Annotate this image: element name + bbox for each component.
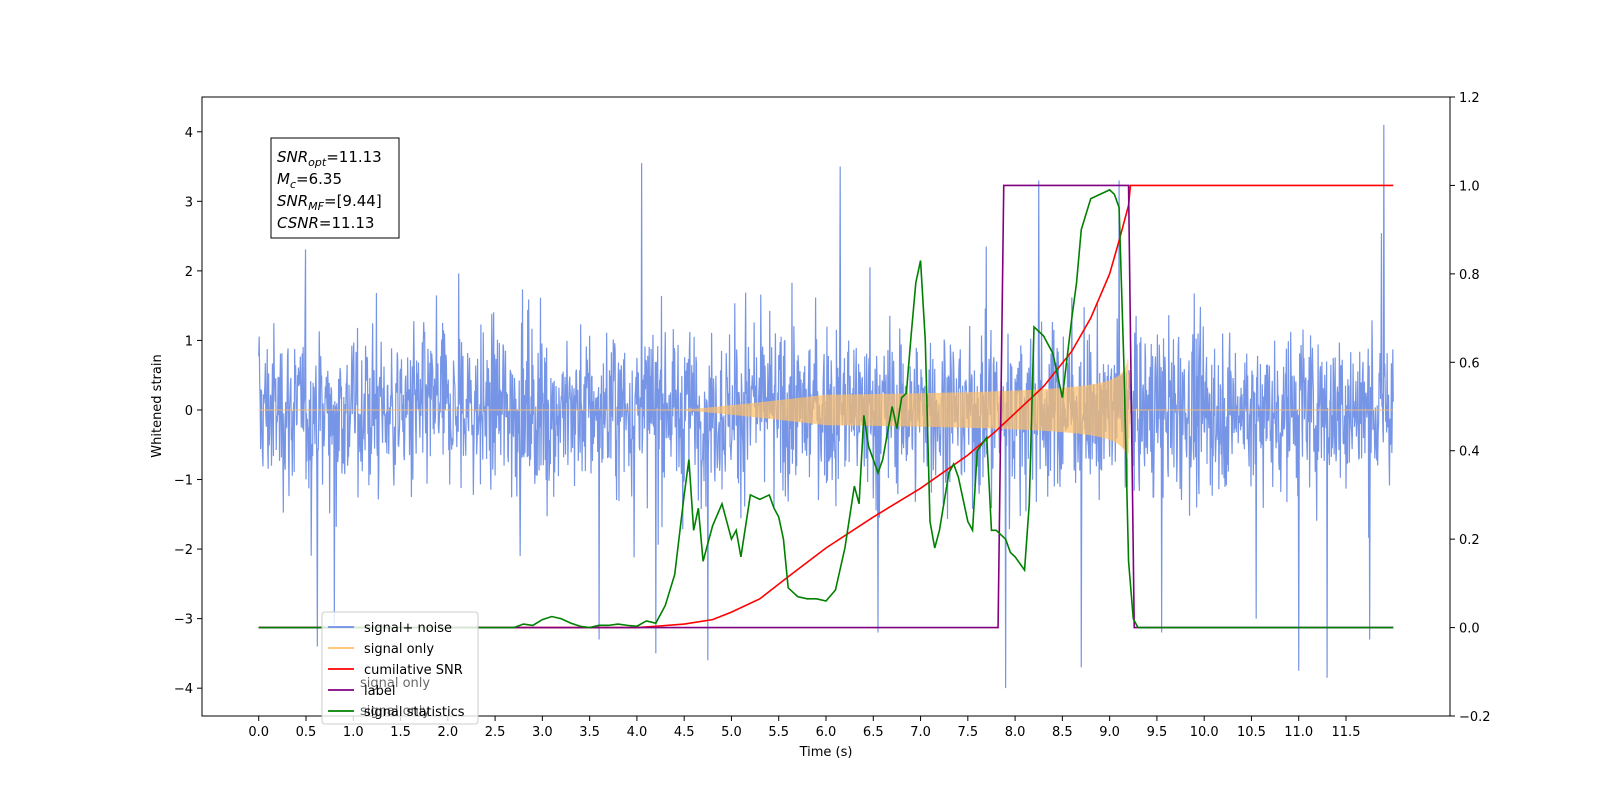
y-axis-left: −4 −3 −2 −1 0 1 2 3 4 [174, 126, 202, 697]
y-tick-label: 1 [185, 334, 193, 349]
legend-label: signal statistics [364, 705, 465, 720]
y2-tick-label: 1.0 [1459, 179, 1480, 194]
x-tick-label: 1.5 [390, 725, 411, 740]
annotation-line: SNRopt=11.13 [277, 148, 382, 169]
x-tick-label: 6.5 [863, 725, 884, 740]
y2-tick-label: 1.2 [1459, 91, 1480, 106]
x-tick-label: 5.0 [721, 725, 742, 740]
legend-label: label [364, 684, 395, 699]
x-tick-label: 1.0 [343, 725, 364, 740]
x-tick-label: 3.0 [532, 725, 553, 740]
annotation-line: SNRMF=[9.44] [277, 192, 382, 213]
x-tick-label: 10.5 [1237, 725, 1266, 740]
x-tick-label: 0.5 [296, 725, 317, 740]
legend-frame [321, 611, 479, 725]
x-axis-label: Time (s) [799, 745, 853, 760]
x-tick-label: 2.0 [437, 725, 458, 740]
annotation-line: Mc=6.35 [277, 170, 342, 191]
y-tick-label: −2 [174, 543, 193, 558]
series-signal-only [258, 359, 1394, 459]
x-tick-label: 4.5 [674, 725, 695, 740]
legend-hidden-text: signal only [360, 676, 430, 691]
legend-label: cumilative SNR [364, 663, 463, 678]
x-tick-label: 8.0 [1005, 725, 1026, 740]
y-tick-label: 2 [185, 265, 193, 280]
series-signal-statistics [258, 188, 1394, 629]
y2-tick-label: 0.6 [1459, 356, 1480, 371]
x-tick-label: 9.0 [1099, 725, 1120, 740]
x-tick-label: 4.0 [627, 725, 648, 740]
x-axis: 0.0 0.5 1.0 1.5 2.0 2.5 3.0 3.5 4.0 4.5 5.0 5.5 6.0 6… [248, 716, 1360, 740]
y-tick-label: −3 [174, 613, 193, 628]
legend-hidden-text: signal only [360, 704, 430, 719]
x-tick-label: 8.5 [1052, 725, 1073, 740]
x-tick-label: 7.5 [957, 725, 978, 740]
x-tick-label: 9.5 [1147, 725, 1168, 740]
x-tick-label: 11.5 [1332, 725, 1361, 740]
x-tick-label: 7.0 [910, 725, 931, 740]
x-tick-label: 0.0 [248, 725, 269, 740]
y-axis-label: Whitened strain [150, 354, 165, 457]
y2-tick-label: −0.2 [1459, 710, 1491, 725]
y-tick-label: −4 [174, 682, 193, 697]
y-tick-label: 0 [185, 404, 193, 419]
x-tick-label: 6.0 [816, 725, 837, 740]
y2-tick-label: 0.8 [1459, 268, 1480, 283]
y-tick-label: 4 [185, 126, 193, 141]
y-tick-label: 3 [185, 195, 193, 210]
y-tick-label: −1 [174, 474, 193, 489]
series-cumilative-snr [258, 184, 1394, 629]
legend-label: signal+ noise [364, 621, 452, 636]
y2-tick-label: 0.2 [1459, 533, 1480, 548]
x-tick-label: 3.5 [579, 725, 600, 740]
annotation-frame [270, 137, 400, 239]
y2-tick-label: 0.4 [1459, 445, 1480, 460]
plot-area [258, 124, 1394, 689]
y-axis-right: −0.2 0.0 0.2 0.4 0.6 0.8 1.0 1.2 [1450, 91, 1491, 725]
legend: signal only signal only signal+ noise signa… [321, 611, 479, 725]
annotation-line: CSNR=11.13 [277, 214, 374, 232]
x-tick-label: 11.0 [1284, 725, 1313, 740]
legend-label: signal only [364, 642, 434, 657]
x-tick-label: 2.5 [485, 725, 506, 740]
x-tick-label: 10.0 [1190, 725, 1219, 740]
x-tick-label: 5.5 [768, 725, 789, 740]
y2-tick-label: 0.0 [1459, 622, 1480, 637]
annotation-box: SNRopt=11.13Mc=6.35SNRMF=[9.44]CSNR=11.1… [270, 137, 400, 239]
